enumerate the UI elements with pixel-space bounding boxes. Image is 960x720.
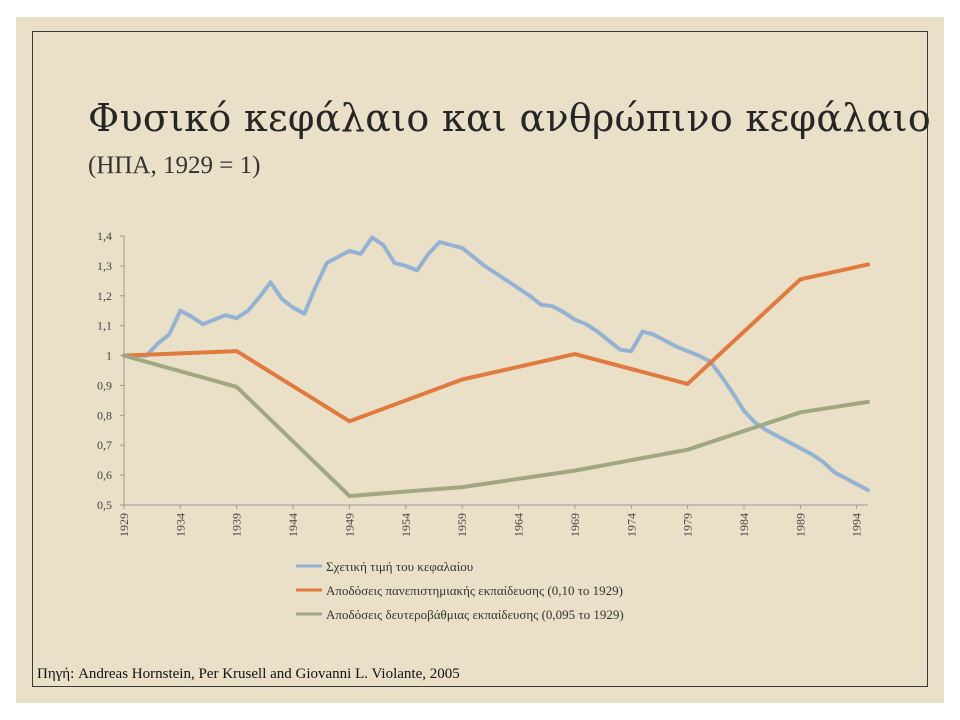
x-tick-label: 1954	[399, 513, 413, 537]
series-line-1	[122, 235, 870, 493]
slide-subtitle: (ΗΠΑ, 1929 = 1)	[88, 152, 261, 179]
x-tick-label: 1974	[624, 513, 638, 537]
x-tick-label: 1939	[230, 513, 244, 537]
y-tick-label: 0,5	[97, 498, 112, 512]
y-tick-label: 0,8	[97, 408, 112, 422]
series-line-3	[122, 353, 870, 498]
x-tick-label: 1979	[681, 513, 695, 537]
x-tick-label: 1984	[737, 513, 751, 537]
y-tick-label: 1,4	[97, 229, 112, 243]
chart-lines	[122, 235, 870, 498]
legend-label-1: Σχετική τιμή του κεφαλαίου	[326, 559, 473, 574]
x-tick-label: 1929	[117, 513, 131, 537]
x-tick-label: 1944	[286, 513, 300, 537]
y-tick-label: 0,6	[97, 468, 112, 482]
y-tick-label: 1,2	[97, 289, 112, 303]
slide-frame	[32, 31, 928, 687]
x-tick-label: 1994	[850, 513, 864, 537]
legend-label-2: Αποδόσεις πανεπιστημιακής εκπαίδευσης (0…	[326, 583, 623, 598]
slide-title: Φυσικό κεφάλαιο και ανθρώπινο κεφάλαιο	[88, 96, 932, 140]
x-tick-label: 1949	[342, 513, 356, 537]
x-tick-label: 1969	[568, 513, 582, 537]
x-tick-label: 1934	[173, 513, 187, 537]
y-tick-label: 0,7	[97, 438, 112, 452]
chart-axes: 0,5 0,6 0,7 0,8 0,9 1 1,1 1,2 1,3 1,4 1929 1934 1939…	[97, 229, 868, 537]
y-tick-label: 0,9	[97, 378, 112, 392]
x-tick-label: 1989	[793, 513, 807, 537]
y-tick-label: 1	[106, 349, 112, 363]
source-note: Πηγή: Andreas Hornstein, Per Krusell and…	[37, 666, 460, 682]
series-line-2	[122, 262, 870, 424]
chart-legend: Σχετική τιμή του κεφαλαίου Αποδόσεις πανε…	[296, 559, 624, 622]
x-tick-label: 1964	[512, 513, 526, 537]
y-tick-label: 1,3	[97, 259, 112, 273]
x-tick-label: 1959	[455, 513, 469, 537]
y-tick-label: 1,1	[97, 319, 112, 333]
slide-background	[16, 17, 944, 703]
legend-label-3: Αποδόσεις δευτεροβάθμιας εκπαίδευσης (0,…	[326, 607, 624, 622]
